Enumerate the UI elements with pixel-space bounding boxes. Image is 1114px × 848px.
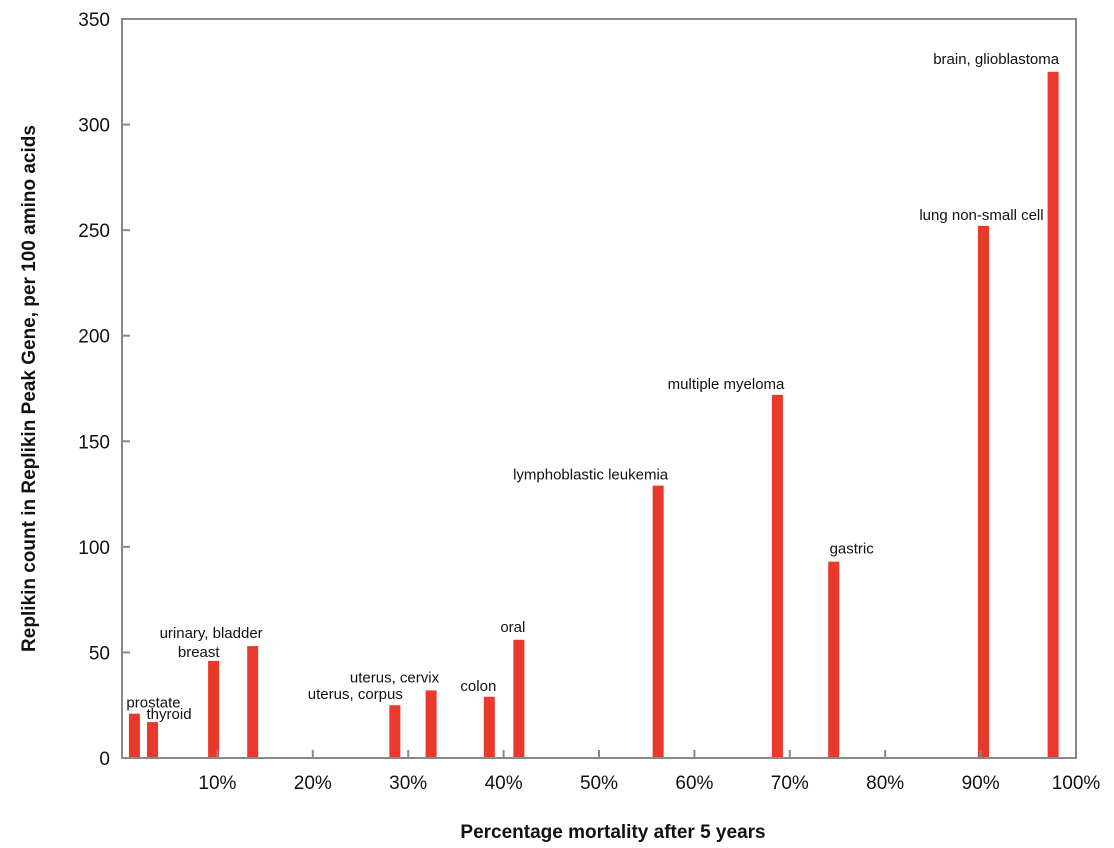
bar-label: multiple myeloma xyxy=(668,376,785,393)
x-tick-label: 100% xyxy=(1052,773,1101,794)
x-tick-label: 20% xyxy=(294,773,332,794)
bar-label: uterus, corpus xyxy=(308,686,403,703)
x-axis-ticks: 10% 20% 30% 40% 50% 60% 70% 80% 90% 100% xyxy=(198,750,1100,794)
y-tick-label: 350 xyxy=(78,10,110,31)
bar-colon xyxy=(483,696,495,758)
bar-label: urinary, bladder xyxy=(160,625,263,642)
x-tick-label: 50% xyxy=(580,773,618,794)
bar-breast xyxy=(208,660,220,758)
x-axis-title: Percentage mortality after 5 years xyxy=(460,822,765,843)
bar-uterus-corpus xyxy=(389,705,401,758)
bar-label: lung non-small cell xyxy=(919,207,1043,224)
y-tick-label: 300 xyxy=(78,116,110,137)
y-tick-label: 150 xyxy=(78,432,110,453)
x-tick-label: 10% xyxy=(198,773,236,794)
bar-brain-glioblastoma xyxy=(1047,71,1059,759)
bar-label: brain, glioblastoma xyxy=(933,51,1060,68)
bar-lymphoblastic-leukemia xyxy=(652,485,664,758)
bar-thyroid xyxy=(147,722,159,758)
x-tick-label: 70% xyxy=(771,773,809,794)
bar-urinary-bladder xyxy=(247,646,259,758)
bar-lung-non-small-cell xyxy=(977,225,989,759)
bar-label: colon xyxy=(460,678,496,695)
plot-frame xyxy=(121,18,1077,759)
bar-oral xyxy=(513,639,525,758)
x-tick-label: 90% xyxy=(962,773,1000,794)
bar-label: breast xyxy=(178,644,221,661)
y-tick-label: 50 xyxy=(89,643,110,664)
y-axis-title: Replikin count in Replikin Peak Gene, pe… xyxy=(19,125,40,652)
x-tick-label: 40% xyxy=(485,773,523,794)
bar-label: prostate xyxy=(126,695,180,712)
y-tick-label: 0 xyxy=(99,749,110,770)
bar-label: oral xyxy=(500,619,525,636)
y-axis-ticks: 0 50 100 150 200 250 300 350 xyxy=(78,10,130,770)
x-tick-label: 30% xyxy=(389,773,427,794)
y-tick-label: 100 xyxy=(78,538,110,559)
y-tick-label: 200 xyxy=(78,327,110,348)
bar-label: gastric xyxy=(830,541,875,558)
x-tick-label: 60% xyxy=(675,773,713,794)
bar-multiple-myeloma xyxy=(771,394,783,758)
bar-prostate xyxy=(128,713,140,758)
bar-label: lymphoblastic leukemia xyxy=(513,467,669,484)
bar-gastric xyxy=(828,561,840,758)
y-tick-label: 250 xyxy=(78,221,110,242)
bar-label: thyroid xyxy=(147,706,192,723)
bar-uterus-cervix xyxy=(425,690,437,758)
bar-label: uterus, cervix xyxy=(350,669,440,686)
x-tick-label: 80% xyxy=(866,773,904,794)
